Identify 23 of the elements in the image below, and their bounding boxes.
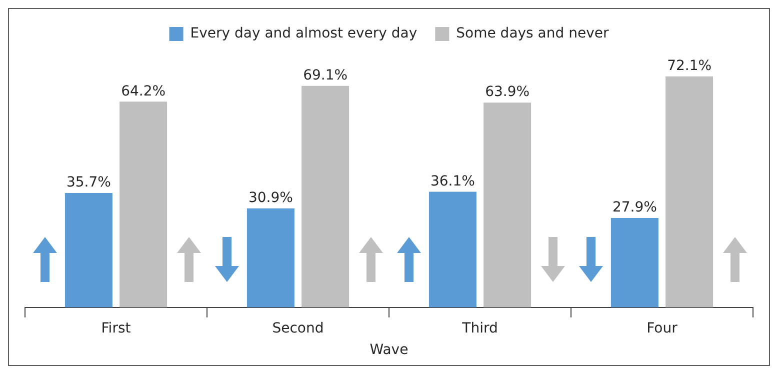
bar bbox=[302, 86, 350, 308]
data-label: 36.1% bbox=[430, 173, 475, 190]
bar bbox=[610, 218, 658, 308]
data-label: 30.9% bbox=[248, 190, 293, 206]
bar bbox=[120, 102, 168, 308]
data-label: 35.7% bbox=[66, 174, 111, 191]
x-tick-label: Four bbox=[646, 320, 678, 336]
bar bbox=[484, 102, 532, 308]
data-label: 69.1% bbox=[303, 68, 348, 84]
data-label: 27.9% bbox=[612, 200, 657, 216]
data-label: 72.1% bbox=[667, 58, 712, 74]
legend-label: Some days and never bbox=[456, 26, 609, 42]
bar bbox=[666, 76, 714, 308]
x-axis-title: Wave bbox=[370, 342, 408, 358]
legend-label: Every day and almost every day bbox=[190, 26, 418, 42]
bar bbox=[428, 192, 476, 308]
bar bbox=[246, 208, 294, 308]
x-tick-label: First bbox=[101, 320, 132, 336]
data-label: 63.9% bbox=[485, 84, 530, 100]
bar bbox=[64, 192, 112, 308]
x-tick-label: Second bbox=[272, 320, 324, 336]
x-tick-label: Third bbox=[461, 320, 498, 336]
data-label: 64.2% bbox=[121, 83, 166, 100]
